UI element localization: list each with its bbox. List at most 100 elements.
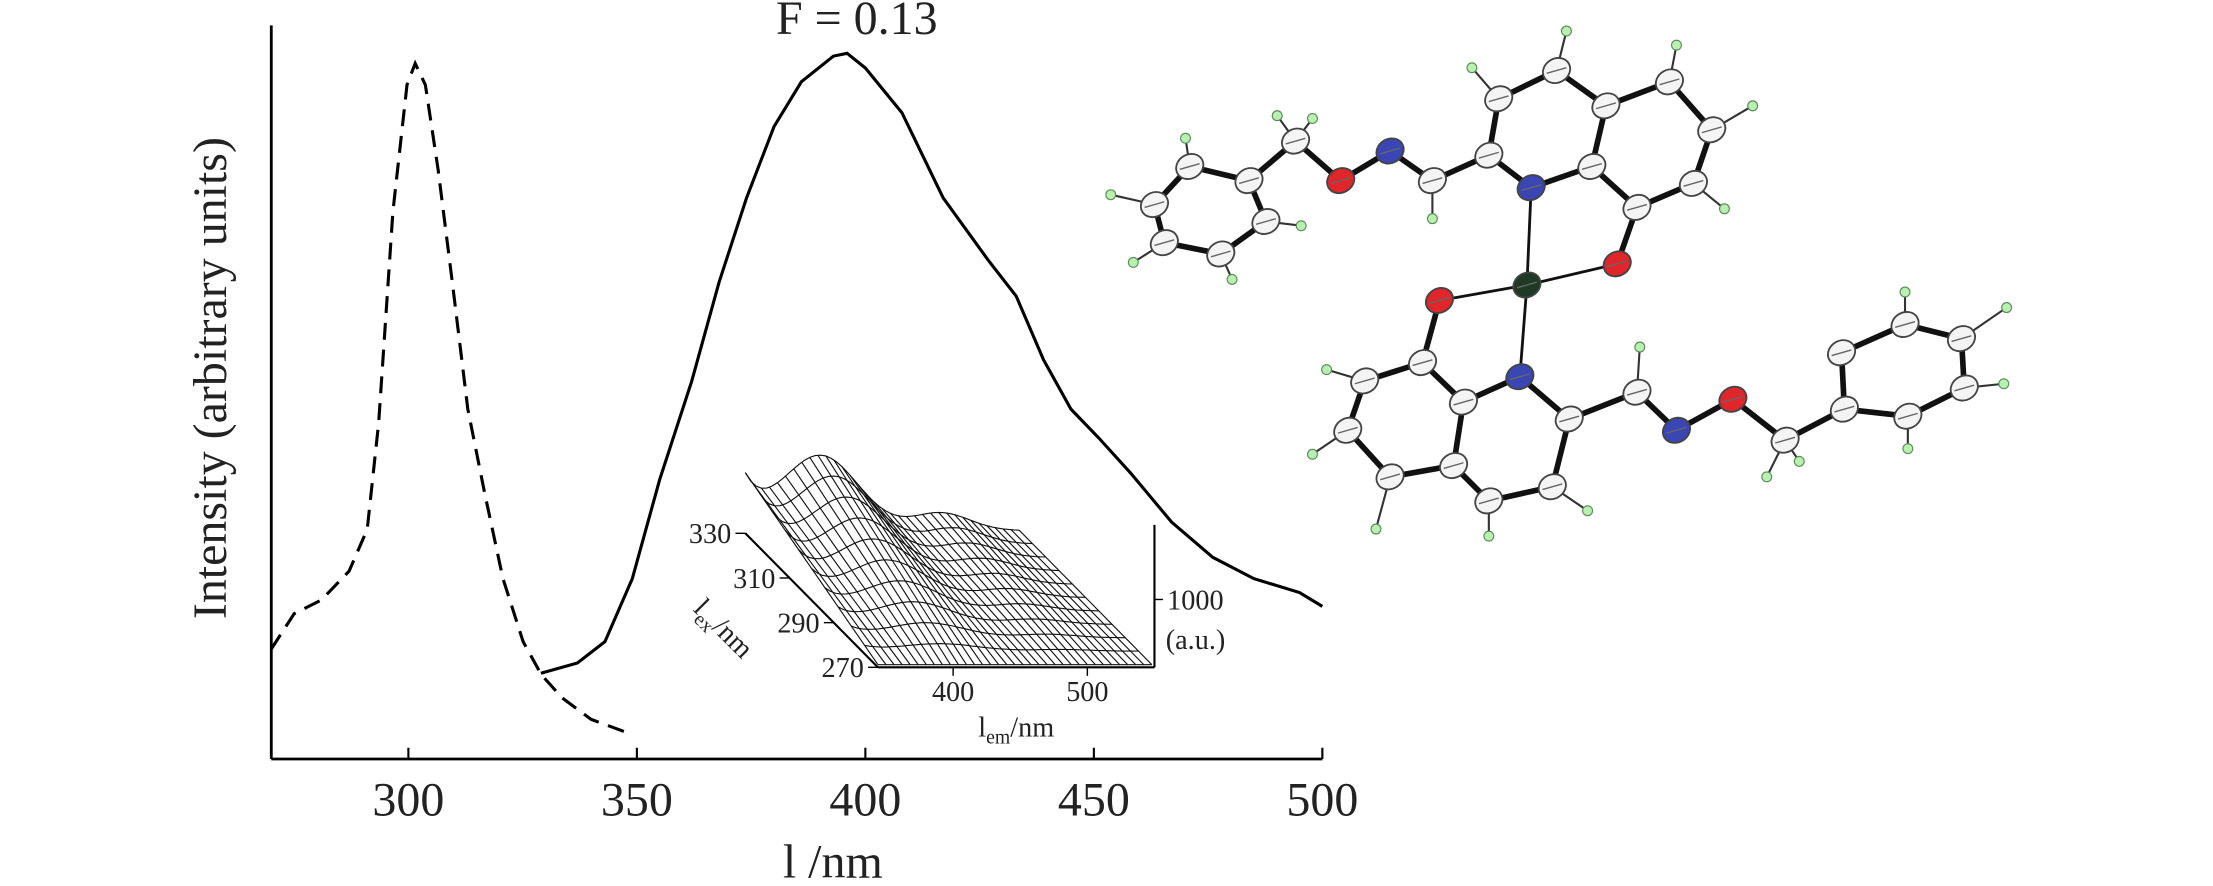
mesh-line (938, 512, 1072, 666)
mesh-line (758, 475, 1033, 545)
annotation: F = 0.13 (776, 0, 938, 45)
crystal-structure (1105, 25, 2013, 542)
mesh-line (752, 483, 887, 665)
atom-shade (1255, 218, 1276, 225)
hydrogen (1634, 341, 1646, 353)
atom-shade (1144, 201, 1165, 209)
hydrogen (1582, 505, 1594, 517)
mesh-line (922, 514, 1056, 666)
mesh-line (970, 519, 1104, 666)
atom-shade (1354, 377, 1375, 385)
atom-shade (1285, 137, 1306, 145)
atom-shade (1951, 335, 1972, 343)
bond (1518, 284, 1529, 377)
atom-shade (1210, 250, 1231, 258)
ex-axis (744, 532, 879, 669)
mesh-line (785, 475, 919, 665)
hydrogen (1902, 443, 1914, 455)
bond (1525, 187, 1533, 286)
hydrogen (1466, 62, 1478, 74)
mesh-line (769, 486, 903, 665)
atom-shade (1509, 373, 1530, 381)
atom-shade (1412, 359, 1433, 367)
hydrogen (1105, 189, 1117, 201)
ex-tick-label: 330 (689, 519, 731, 550)
mesh-line (946, 512, 1080, 666)
mesh-line (857, 484, 992, 665)
ex-tick-label: 270 (822, 653, 864, 684)
surface-mesh (744, 454, 1153, 666)
atom-shade (1179, 162, 1200, 170)
label-part: em (986, 727, 1011, 749)
hydrogen (1998, 378, 2010, 390)
mesh-line (793, 468, 927, 665)
atom-shade (1453, 398, 1474, 406)
bond (1439, 283, 1528, 302)
mesh-line (744, 454, 1020, 531)
mesh-line (1002, 528, 1137, 666)
atom-shade (1337, 426, 1358, 434)
hydrogen (1793, 455, 1805, 467)
y-axis-label: Intensity (arbitrary units) (184, 137, 237, 619)
x-tick-label: 500 (1286, 773, 1358, 826)
atom-shade (1595, 102, 1617, 110)
atom-shade (1722, 395, 1743, 403)
mesh-line (744, 472, 879, 665)
em-tick-label: 500 (1066, 677, 1108, 708)
mesh-line (849, 474, 984, 665)
mesh-line (914, 515, 1048, 666)
z-axis-label: (a.u.) (1166, 625, 1226, 656)
axis-label: lex/nm (684, 593, 759, 668)
em-tick-label: 400 (932, 677, 974, 708)
atom-shade (1330, 177, 1351, 185)
atom-shade (1626, 203, 1648, 211)
mesh-line (841, 466, 976, 665)
hydrogen (1321, 364, 1333, 376)
mesh-line (817, 454, 951, 665)
mesh-line (1018, 529, 1153, 666)
hydrogen (1306, 448, 1318, 460)
mesh-line (801, 461, 935, 665)
atom-shade (1516, 281, 1537, 289)
atom-shade (1488, 95, 1509, 103)
x-tick-label: 400 (829, 773, 901, 826)
atom-shade (1422, 177, 1443, 185)
hydrogen (2001, 302, 2013, 314)
atom-shade (1666, 426, 1687, 434)
hydrogen (1306, 113, 1318, 125)
hydrogen (1761, 471, 1773, 483)
label-part: /nm (1010, 712, 1054, 743)
hydrogen (1226, 273, 1238, 285)
hydrogen (1426, 213, 1438, 225)
atom-shade (1683, 179, 1704, 187)
mesh-line (986, 525, 1121, 666)
atom-shade (1834, 405, 1855, 413)
atom-shade (1478, 151, 1499, 159)
atom-shade (1238, 177, 1260, 185)
mesh-line (906, 516, 1040, 666)
atom-shade (1429, 297, 1450, 305)
z-tick-label: 1000 (1167, 585, 1223, 616)
mesh-line (954, 514, 1088, 666)
atom-shade (1380, 147, 1401, 155)
x-tick-label: 450 (1058, 773, 1130, 826)
hydrogen (1718, 203, 1730, 215)
atom-shade (1581, 162, 1602, 170)
hydrogen (1370, 523, 1382, 535)
atom-shade (1701, 126, 1722, 134)
mesh-line (873, 501, 1008, 665)
atom-shade (1559, 415, 1580, 423)
atom-shade (1521, 184, 1542, 192)
hydrogen (1747, 100, 1759, 112)
hydrogen (1899, 286, 1911, 298)
atom-shade (1626, 388, 1648, 396)
mesh-line (930, 512, 1064, 666)
mesh-line (865, 493, 1000, 665)
mesh-line (760, 487, 895, 665)
atom-shade (1659, 78, 1680, 86)
atom-shade (1831, 349, 1852, 357)
x-tick-label: 350 (601, 773, 673, 826)
hydrogen (1271, 110, 1283, 122)
hydrogen (1560, 25, 1572, 37)
